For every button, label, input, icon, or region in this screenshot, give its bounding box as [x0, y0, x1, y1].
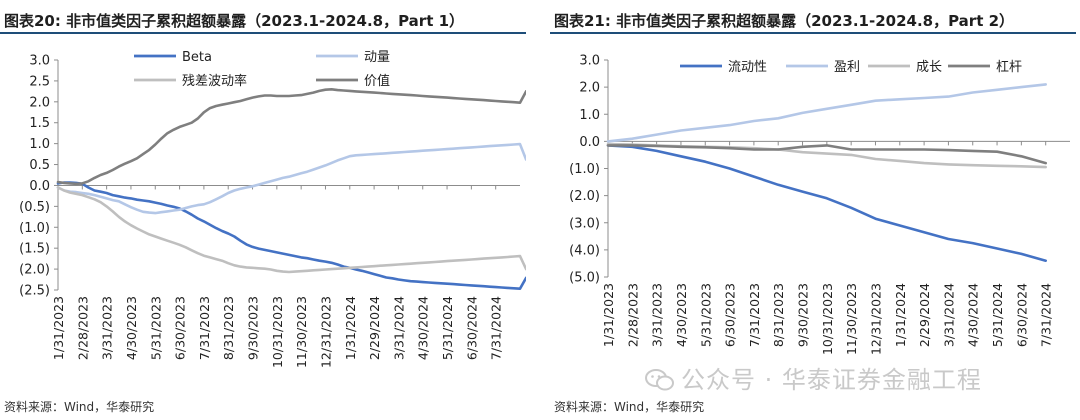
- x-tick-label: 4/30/2024: [416, 296, 431, 360]
- chart-panel-right: 图表21: 非市值类因子累积超额暴露（2023.1-2024.8，Part 2）…: [550, 0, 1080, 420]
- x-tick-label: 2/29/2024: [917, 283, 932, 347]
- x-tick-label: 6/30/2023: [723, 283, 738, 347]
- x-tick-label: 9/30/2023: [796, 283, 811, 347]
- legend-label: 动量: [364, 50, 390, 65]
- y-tick-label: 3.0: [579, 54, 600, 69]
- x-tick-label: 8/31/2023: [221, 296, 236, 360]
- y-tick-label: (2.5): [19, 284, 50, 299]
- watermark-text: 公众号 · 华泰证券金融工程: [681, 366, 982, 394]
- x-tick-label: 9/30/2023: [246, 296, 261, 360]
- y-tick-label: 1.0: [29, 137, 50, 152]
- x-tick-label: 1/31/2023: [601, 283, 616, 347]
- x-tick-label: 1/31/2024: [893, 283, 908, 347]
- series-line: [56, 181, 526, 290]
- legend-label: 价值: [364, 73, 390, 89]
- legend-label: 杠杆: [996, 59, 1022, 75]
- title-rule: [0, 32, 526, 34]
- x-tick-label: 11/30/2023: [294, 296, 309, 368]
- legend-label: 流动性: [728, 60, 767, 75]
- x-tick-label: 4/30/2023: [674, 283, 689, 347]
- y-tick-label: 1.5: [29, 116, 50, 131]
- x-tick-label: 6/30/2024: [1014, 283, 1029, 347]
- y-tick-label: (1.5): [19, 242, 50, 257]
- legend-label: 成长: [916, 60, 942, 75]
- x-tick-label: 5/31/2023: [698, 283, 713, 347]
- x-tick-label: 3/31/2024: [391, 296, 406, 360]
- source-note: 资料来源：Wind，华泰研究: [4, 400, 155, 414]
- chart-title: 图表20: 非市值类因子累积超额暴露（2023.1-2024.8，Part 1）: [4, 12, 465, 30]
- x-tick-label: 7/31/2023: [197, 296, 212, 360]
- y-tick-label: 2.0: [29, 95, 50, 110]
- y-tick-label: 2.0: [579, 81, 600, 96]
- x-tick-label: 1/31/2023: [51, 296, 66, 360]
- x-tick-label: 1/31/2024: [343, 296, 358, 360]
- x-tick-label: 12/31/2023: [868, 283, 883, 355]
- chart-title: 图表21: 非市值类因子累积超额暴露（2023.1-2024.8，Part 2）: [554, 12, 1015, 30]
- x-tick-label: 11/30/2023: [844, 283, 859, 355]
- chart-panel-left: 图表20: 非市值类因子累积超额暴露（2023.1-2024.8，Part 1）…: [0, 0, 530, 420]
- series-line: [56, 142, 526, 215]
- legend-label: 残差波动率: [182, 73, 247, 89]
- x-tick-label: 8/31/2023: [771, 283, 786, 347]
- title-rule: [550, 32, 1076, 34]
- y-tick-label: (2.0): [19, 263, 50, 278]
- y-tick-label: (1.0): [569, 162, 600, 177]
- y-tick-label: 0.5: [29, 158, 50, 173]
- series-line: [606, 83, 1048, 143]
- series-line: [56, 87, 526, 186]
- y-tick-label: (1.0): [19, 221, 50, 236]
- x-tick-label: 5/31/2024: [440, 296, 455, 360]
- x-tick-label: 3/31/2023: [650, 283, 665, 347]
- y-tick-label: (2.0): [569, 189, 600, 204]
- y-tick-label: 0.0: [579, 135, 600, 150]
- legend-label: 盈利: [834, 60, 860, 75]
- x-tick-label: 2/28/2023: [625, 283, 640, 347]
- y-tick-label: 3.0: [29, 54, 50, 69]
- x-tick-label: 7/31/2023: [747, 283, 762, 347]
- series-line: [606, 144, 1048, 165]
- line-chart-part2: 3.02.01.00.0(1.0)(2.0)(3.0)(4.0)(5.0)1/3…: [569, 54, 1070, 355]
- x-tick-label: 7/31/2024: [1039, 283, 1054, 347]
- x-tick-label: 10/31/2023: [270, 296, 285, 368]
- x-tick-label: 2/28/2023: [75, 296, 90, 360]
- wechat-icon: [645, 369, 674, 391]
- x-tick-label: 6/30/2024: [464, 296, 479, 360]
- series-line: [56, 186, 526, 274]
- x-tick-label: 2/29/2024: [367, 296, 382, 360]
- x-tick-label: 6/30/2023: [173, 296, 188, 360]
- x-tick-label: 3/31/2024: [941, 283, 956, 347]
- y-tick-label: 1.0: [579, 108, 600, 123]
- line-chart-part1: 3.0 2.5 2.0 1.5 1.0 0.5 0.0 (0.5) (1.0) (1.5) (2.0…: [19, 50, 526, 368]
- y-tick-label: 2.5: [29, 74, 50, 89]
- x-tick-label: 12/31/2023: [318, 296, 333, 368]
- series-line: [606, 144, 1048, 262]
- x-tick-label: 7/31/2024: [489, 296, 504, 360]
- x-tick-label: 4/30/2023: [124, 296, 139, 360]
- y-tick-label: 0.0: [29, 179, 50, 194]
- x-tick-label: 3/31/2023: [100, 296, 115, 360]
- x-tick-label: 4/30/2024: [966, 283, 981, 347]
- legend-label: Beta: [182, 50, 212, 65]
- y-tick-label: (4.0): [569, 243, 600, 258]
- x-tick-label: 5/31/2023: [148, 296, 163, 360]
- y-tick-label: (3.0): [569, 216, 600, 231]
- source-note: 资料来源：Wind，华泰研究: [554, 400, 705, 414]
- watermark: 公众号 · 华泰证券金融工程: [645, 360, 982, 395]
- x-tick-label: 5/31/2024: [990, 283, 1005, 347]
- y-tick-label: (5.0): [569, 271, 600, 286]
- y-tick-label: (0.5): [19, 200, 50, 215]
- x-tick-label: 10/31/2023: [820, 283, 835, 355]
